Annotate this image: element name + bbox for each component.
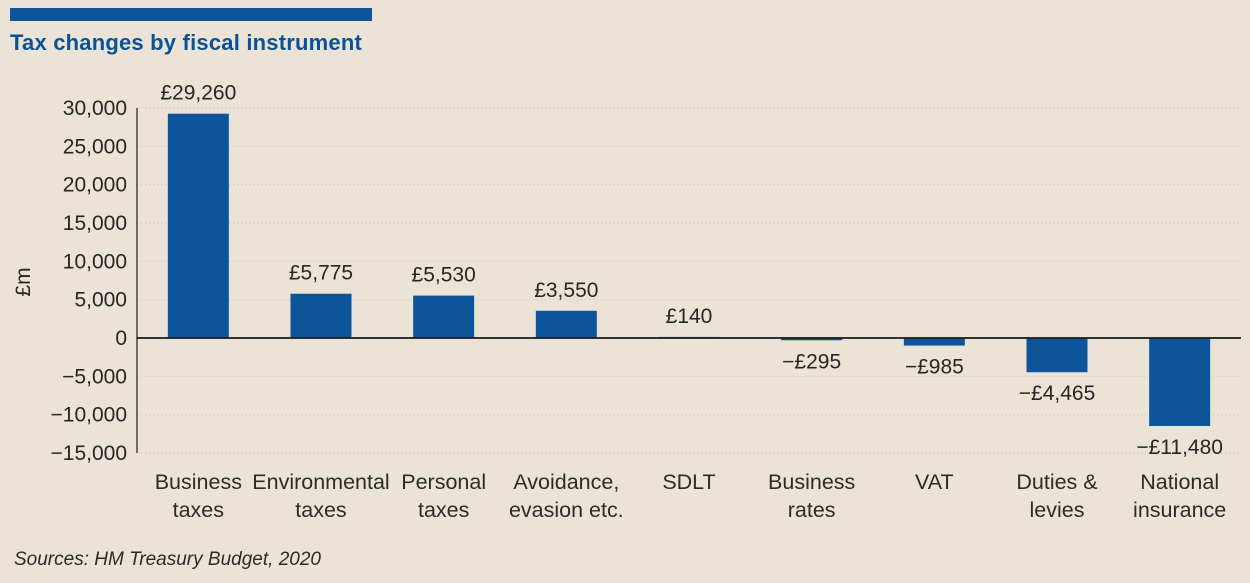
x-category-label: National: [1140, 470, 1219, 494]
x-category-label: Avoidance,: [513, 470, 619, 494]
y-tick-label: 25,000: [63, 135, 127, 158]
x-category-label: levies: [1030, 498, 1085, 522]
y-tick-label: 5,000: [74, 289, 127, 312]
x-category-label: taxes: [418, 498, 469, 522]
x-category-label: VAT: [915, 470, 954, 494]
x-category-label: Business: [768, 470, 855, 494]
bar-business-taxes: [167, 113, 229, 338]
source-note: Sources: HM Treasury Budget, 2020: [14, 549, 321, 570]
bar-environmental-taxes: [290, 293, 352, 338]
bar-personal-taxes: [413, 295, 475, 338]
value-label-business-taxes: £29,260: [160, 82, 236, 105]
y-tick-label: 30,000: [63, 97, 127, 120]
y-tick-label: 15,000: [63, 212, 127, 235]
y-tick-label: −5,000: [62, 365, 127, 388]
value-label-avoidance-evasion-etc: £3,550: [534, 279, 598, 302]
y-tick-label: −15,000: [51, 442, 128, 465]
x-category-label: rates: [788, 498, 836, 522]
bar-avoidance-evasion-etc: [535, 310, 597, 338]
y-tick-label: −10,000: [51, 404, 128, 427]
x-category-label: Duties &: [1016, 470, 1097, 494]
page-title: Tax changes by fiscal instrument: [10, 30, 362, 55]
value-label-personal-taxes: £5,530: [412, 264, 476, 287]
bar-vat: [903, 338, 965, 346]
value-label-business-rates: −£295: [782, 350, 841, 373]
x-category-label: Business: [155, 470, 242, 494]
value-label-vat: −£985: [905, 356, 964, 379]
value-label-sdlt: £140: [666, 305, 713, 328]
y-axis-title: £m: [12, 267, 35, 296]
bar-national-insurance: [1149, 338, 1211, 427]
value-label-environmental-taxes: £5,775: [289, 262, 353, 285]
title-accent-bar: [10, 8, 372, 21]
y-tick-label: 0: [115, 327, 127, 350]
value-label-national-insurance: −£11,480: [1136, 436, 1223, 459]
x-category-label: taxes: [173, 498, 224, 522]
x-category-label: insurance: [1133, 498, 1226, 522]
bar-duties-levies: [1026, 338, 1088, 373]
x-category-label: Personal: [401, 470, 486, 494]
bar-business-rates: [781, 338, 843, 341]
x-category-label: evasion etc.: [509, 498, 624, 522]
bar-chart: 30,000 25,000 20,000 15,000 10,000 5,000 0 −5,0…: [12, 82, 1241, 522]
x-category-label: SDLT: [662, 470, 715, 494]
y-tick-label: 10,000: [63, 250, 127, 273]
value-label-duties-levies: −£4,465: [1019, 382, 1096, 405]
y-tick-label: 20,000: [63, 174, 127, 197]
x-category-label: taxes: [295, 498, 346, 522]
x-category-label: Environmental: [252, 470, 389, 494]
